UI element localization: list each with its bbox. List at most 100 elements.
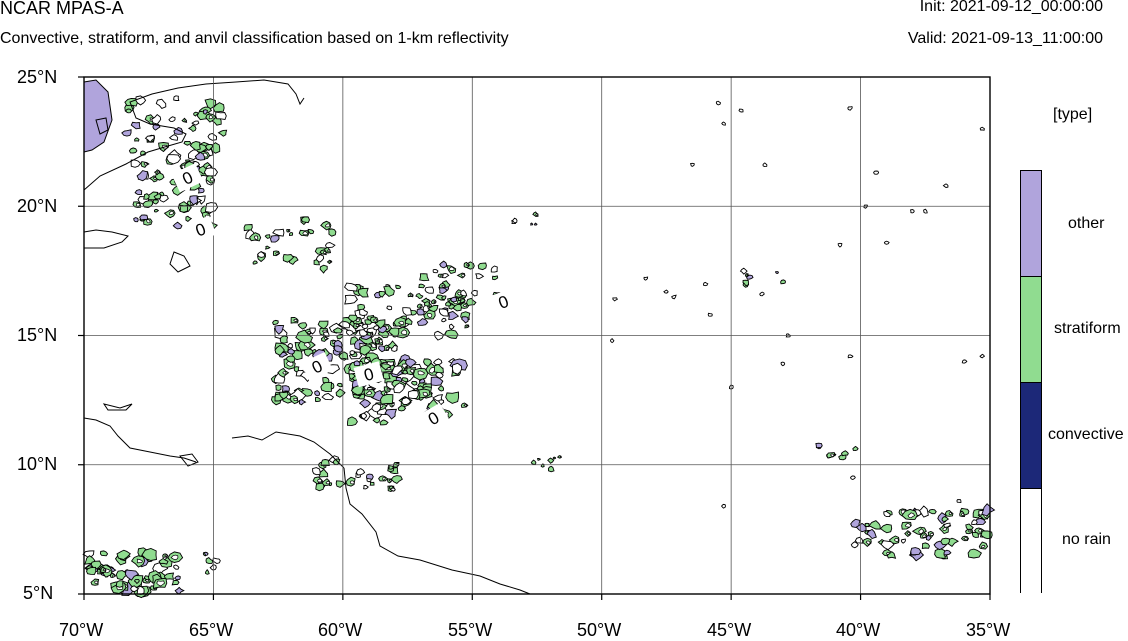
precip-cell [961, 359, 968, 364]
precip-cell [134, 137, 140, 142]
contour-labels: 000 000 [171, 163, 519, 434]
precip-cell [538, 458, 541, 461]
precip-cell [264, 234, 271, 239]
precip-cell [321, 392, 335, 401]
precip-cell [956, 499, 962, 503]
precip-cell [759, 291, 765, 297]
precip-cell [193, 111, 200, 117]
precip-cell [272, 319, 279, 326]
precip-cell [134, 189, 143, 196]
precip-cell [191, 120, 200, 126]
precip-cell [136, 170, 148, 182]
precip-cell [533, 222, 538, 226]
precip-cell [287, 229, 291, 232]
precip-cell [187, 124, 197, 133]
precip-cell [124, 569, 140, 581]
precip-cell [470, 289, 478, 297]
precip-cell [643, 276, 649, 281]
lon-tick-label: 50°W [577, 620, 622, 640]
precip-cell [158, 557, 169, 565]
precip-cell [886, 551, 897, 559]
precip-cell [918, 528, 925, 535]
precip-cell [433, 300, 437, 303]
precip-cell [185, 215, 193, 222]
legend-title: [type] [1053, 106, 1093, 123]
precip-cell [671, 294, 677, 300]
precip-cell [419, 273, 430, 282]
precip-cell [840, 450, 849, 457]
precip-cell [151, 113, 162, 125]
lon-tick-label: 35°W [966, 620, 1011, 640]
coastline-guyana-shield [343, 467, 531, 595]
precip-cell [422, 391, 429, 397]
precip-cell [462, 304, 467, 308]
precip-cell [332, 458, 341, 466]
precip-cell [336, 382, 343, 388]
precip-cell [441, 284, 446, 288]
precip-cell [136, 586, 145, 595]
precip-cell [981, 503, 996, 517]
lat-tick-label: 20°N [17, 196, 58, 216]
precip-cell [554, 456, 557, 459]
precip-cell [721, 121, 726, 126]
precip-cell [865, 540, 871, 545]
precip-cell [323, 251, 327, 254]
precip-cell [212, 557, 221, 564]
precip-cell [380, 393, 394, 405]
precip-cell [979, 126, 985, 131]
lat-tick-label: 15°N [17, 325, 58, 345]
precip-cell [116, 549, 132, 560]
precip-cell [475, 273, 485, 280]
legend-swatch-stratiform [1021, 277, 1041, 383]
precip-cell [379, 419, 389, 426]
precip-cell [439, 260, 448, 269]
precip-cell [441, 317, 447, 323]
precip-cell [172, 221, 183, 230]
precip-cell [438, 286, 448, 294]
precip-cell [386, 361, 394, 367]
precip-cell [300, 216, 310, 224]
precip-cell [215, 111, 227, 121]
precip-cell [448, 310, 460, 320]
precip-cell [388, 479, 393, 482]
precip-cell [329, 260, 333, 264]
precip-cell [883, 240, 890, 245]
precip-cell [386, 387, 390, 391]
precip-cell [128, 147, 138, 154]
precip-cell [402, 307, 413, 316]
axis-ticks [78, 76, 991, 600]
precip-cell [333, 345, 343, 353]
precip-cell [174, 575, 181, 581]
precip-cell [402, 369, 409, 375]
precip-cell [943, 522, 951, 528]
precip-cell [163, 572, 175, 580]
precip-cell [746, 274, 750, 276]
precip-cell [285, 355, 296, 363]
precip-cell [929, 532, 935, 536]
contour-label-box [184, 215, 217, 244]
precip-cell [338, 321, 351, 329]
precip-cell [314, 390, 321, 397]
precip-cell [979, 353, 986, 359]
precip-cell [270, 235, 280, 243]
precip-cell [314, 397, 322, 402]
precip-cell [357, 287, 369, 298]
precip-cell [934, 548, 946, 559]
precip-cell [364, 319, 373, 325]
lon-tick-label: 40°W [836, 620, 881, 640]
precip-cell [359, 398, 372, 409]
precip-cell [530, 222, 534, 226]
plot-subtitle: Convective, stratiform, and anvil classi… [0, 30, 509, 47]
precip-cell [323, 336, 328, 340]
precip-cell [424, 286, 435, 294]
precip-cell [317, 320, 329, 330]
precip-cell [418, 283, 426, 289]
precip-cell [847, 354, 854, 359]
precip-cell [133, 579, 140, 585]
precip-cell [900, 538, 906, 544]
precip-cell [252, 260, 258, 265]
precip-cell [738, 108, 744, 113]
precip-cell [360, 412, 368, 420]
precip-cell [197, 187, 205, 194]
precip-cell [904, 522, 912, 528]
